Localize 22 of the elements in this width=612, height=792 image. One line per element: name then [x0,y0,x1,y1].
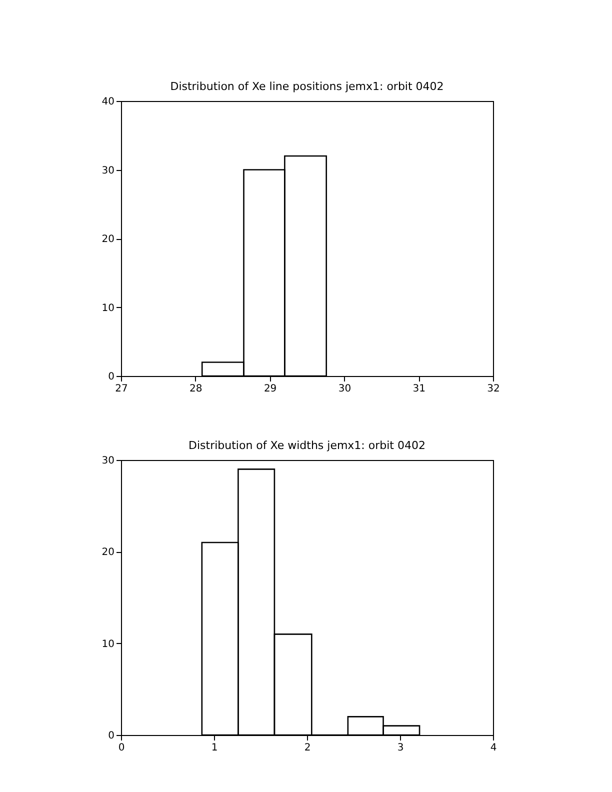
x-tick-label: 31 [412,384,426,394]
y-tick-label: 20 [102,234,114,245]
x-tick-label: 4 [490,742,497,754]
x-tick-label: 2 [304,742,311,754]
chart-title: Distribution of Xe line positions jemx1: orbit 0402 [170,80,444,93]
x-tick-label: 27 [115,384,128,394]
y-tick-label: 10 [102,638,114,650]
y-tick-label: 40 [102,96,114,108]
x-tick-label: 30 [338,384,352,394]
y-tick-label: 0 [108,372,114,382]
x-tick-label: 3 [397,742,404,754]
y-tick-label: 0 [108,730,114,742]
y-tick-label: 20 [102,547,114,558]
y-tick-label: 30 [102,165,114,176]
x-tick-label: 0 [118,742,125,754]
x-tick-label: 1 [211,742,218,754]
x-tick-label: 32 [487,384,500,394]
x-tick-label: 28 [190,384,202,394]
x-tick-label: 29 [264,384,277,394]
chart-title: Distribution of Xe widths jemx1: orbit 0402 [188,439,426,452]
y-tick-label: 30 [102,456,114,466]
y-tick-label: 10 [102,302,114,314]
